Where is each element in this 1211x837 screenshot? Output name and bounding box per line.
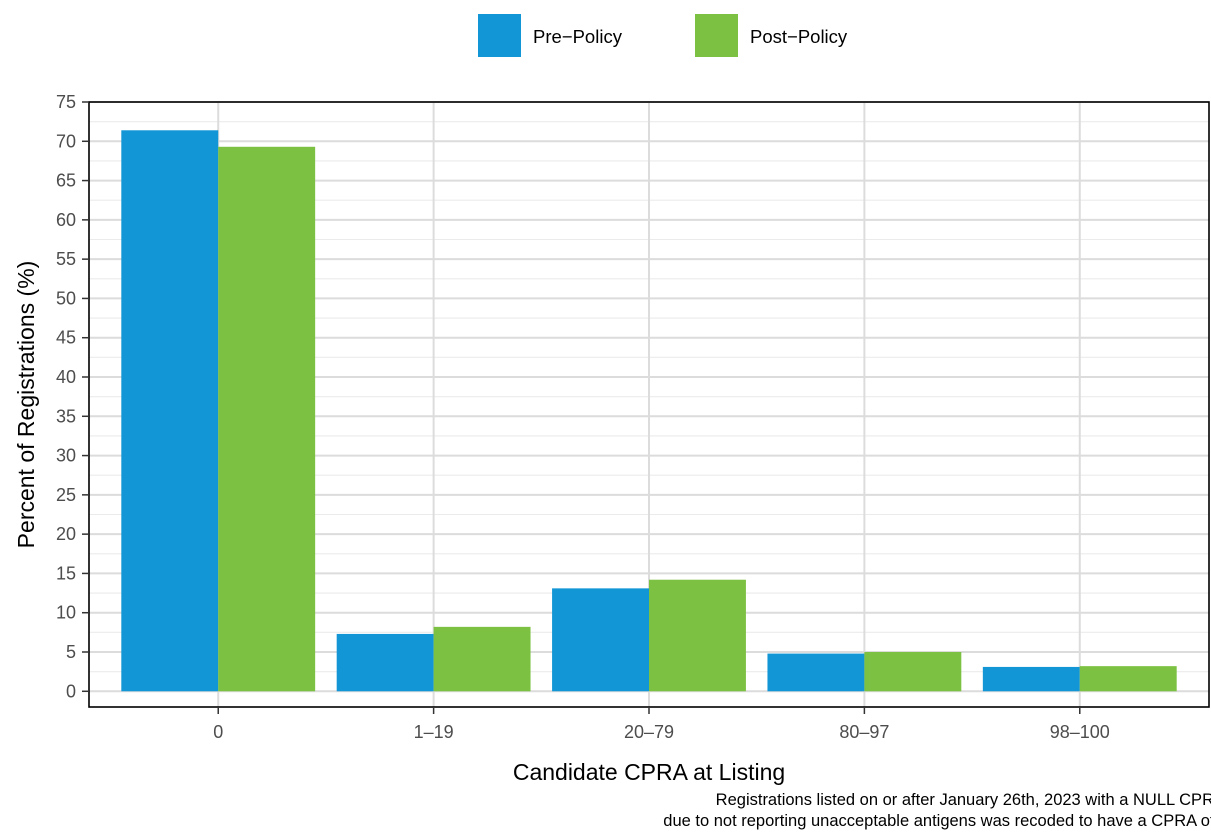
- bar-post-policy: [864, 652, 962, 692]
- y-tick-label: 60: [56, 210, 76, 230]
- bar-pre-policy: [982, 666, 1080, 692]
- x-tick-label: 0: [213, 722, 223, 742]
- x-axis-title: Candidate CPRA at Listing: [513, 759, 785, 785]
- x-axis: 0 1–19 20–79 80–97 98–100: [213, 707, 1110, 742]
- bar-pre-policy: [121, 130, 219, 692]
- legend-label: Pre−Policy: [533, 26, 623, 47]
- legend: Pre−Policy Post−Policy: [478, 14, 848, 57]
- y-tick-label: 50: [56, 288, 76, 308]
- y-axis: 0 5 10 15 20 25 30 35 40 45 50 55 60 65 70 75: [56, 92, 89, 701]
- bar-post-policy: [1079, 666, 1177, 692]
- y-tick-label: 0: [66, 681, 76, 701]
- bar-pre-policy: [336, 633, 434, 692]
- legend-swatch: [695, 14, 738, 57]
- y-tick-label: 70: [56, 131, 76, 151]
- bar-post-policy: [433, 626, 531, 692]
- legend-label: Post−Policy: [750, 26, 848, 47]
- bar-pre-policy: [552, 588, 649, 692]
- y-tick-label: 55: [56, 249, 76, 269]
- y-tick-label: 10: [56, 603, 76, 623]
- legend-swatch: [478, 14, 521, 57]
- y-tick-label: 15: [56, 563, 76, 583]
- y-tick-label: 35: [56, 406, 76, 426]
- caption-line: due to not reporting unacceptable antige…: [663, 812, 1211, 830]
- bar-pre-policy: [767, 653, 865, 692]
- x-tick-label: 1–19: [414, 722, 454, 742]
- x-tick-label: 80–97: [839, 722, 889, 742]
- y-axis-title: Percent of Registrations (%): [13, 261, 39, 549]
- y-tick-label: 65: [56, 171, 76, 191]
- y-tick-label: 40: [56, 367, 76, 387]
- y-tick-label: 45: [56, 328, 76, 348]
- y-tick-label: 20: [56, 524, 76, 544]
- bars: [121, 130, 1177, 692]
- caption-line: Registrations listed on or after January…: [716, 791, 1211, 809]
- bar-post-policy: [218, 146, 316, 692]
- x-tick-label: 20–79: [624, 722, 674, 742]
- x-tick-label: 98–100: [1050, 722, 1110, 742]
- y-tick-label: 25: [56, 485, 76, 505]
- bar-post-policy: [649, 579, 746, 692]
- y-tick-label: 30: [56, 446, 76, 466]
- y-tick-label: 75: [56, 92, 76, 112]
- y-tick-label: 5: [66, 642, 76, 662]
